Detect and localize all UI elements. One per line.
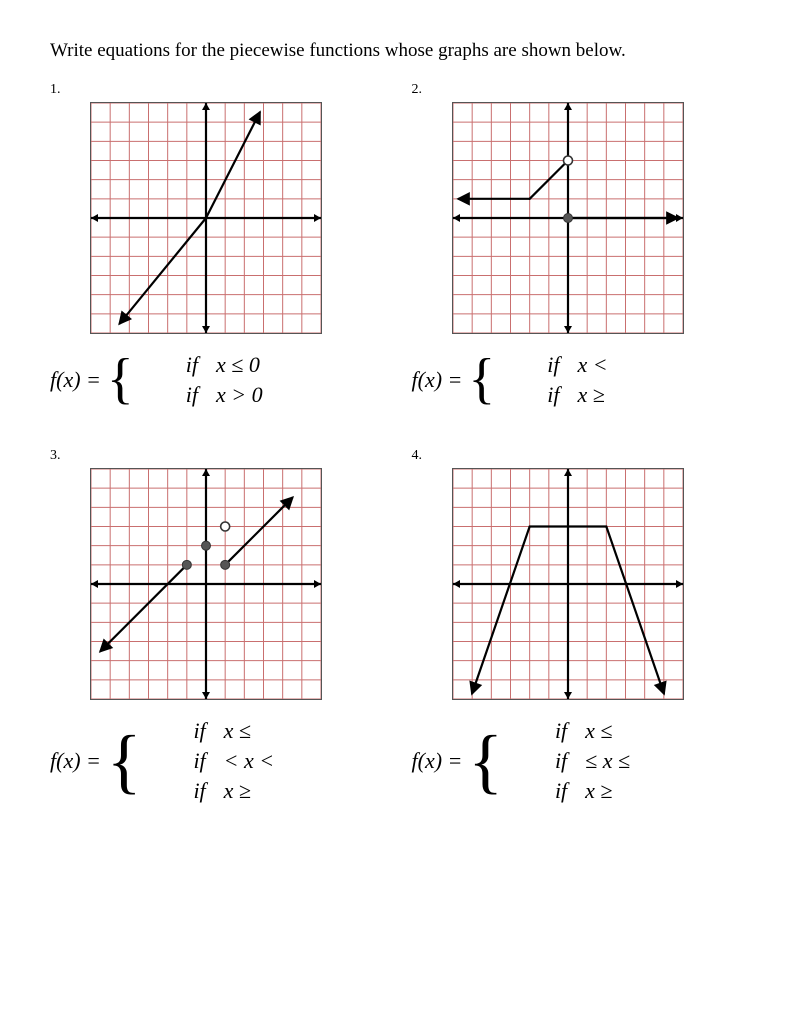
graph-wrap: [50, 102, 382, 334]
if-label: if: [547, 382, 559, 407]
condition-line: if x ≤: [555, 718, 630, 744]
problem-1: 1. f(x) = { if x ≤ 0 if x > 0: [50, 82, 382, 408]
if-label: if: [193, 778, 205, 803]
condition-line: if ≤ x ≤: [555, 748, 630, 774]
conditions: if x < if x ≥: [547, 352, 607, 408]
condition-expr: x ≤: [585, 718, 612, 743]
condition-line: if x > 0: [186, 382, 263, 408]
fx-label: f(x) =: [412, 367, 463, 393]
if-label: if: [186, 352, 198, 377]
condition-line: if < x <: [193, 748, 274, 774]
condition-expr: x ≤ 0: [216, 352, 260, 377]
if-label: if: [555, 748, 567, 773]
fx-label: f(x) =: [412, 748, 463, 774]
problem-row: 3. f(x) = { if x ≤ if < x < if x ≥ 4. f(x) = …: [50, 448, 743, 804]
graph-wrap: [412, 468, 744, 700]
problems-container: 1. f(x) = { if x ≤ 0 if x > 0 2. f(x) = { i…: [50, 82, 743, 804]
condition-expr: ≤ x ≤: [585, 748, 630, 773]
problem-number: 4.: [412, 448, 744, 464]
if-label: if: [547, 352, 559, 377]
brace: {: [107, 360, 134, 399]
coordinate-graph: [452, 468, 684, 700]
condition-expr: x ≥: [224, 778, 251, 803]
coordinate-graph: [90, 102, 322, 334]
if-label: if: [555, 778, 567, 803]
condition-line: if x ≥: [193, 778, 274, 804]
condition-expr: < x <: [224, 748, 274, 773]
if-label: if: [193, 748, 205, 773]
brace: {: [468, 736, 503, 786]
conditions: if x ≤ if ≤ x ≤ if x ≥: [555, 718, 630, 804]
conditions: if x ≤ if < x < if x ≥: [193, 718, 274, 804]
condition-expr: x ≤: [224, 718, 251, 743]
graph-wrap: [412, 102, 744, 334]
condition-expr: x > 0: [216, 382, 263, 407]
problem-number: 3.: [50, 448, 382, 464]
condition-line: if x ≥: [555, 778, 630, 804]
problem-2: 2. f(x) = { if x < if x ≥: [412, 82, 744, 408]
problem-number: 1.: [50, 82, 382, 98]
condition-line: if x ≤ 0: [186, 352, 263, 378]
coordinate-graph: [90, 468, 322, 700]
conditions: if x ≤ 0 if x > 0: [186, 352, 263, 408]
problem-3: 3. f(x) = { if x ≤ if < x < if x ≥: [50, 448, 382, 804]
condition-expr: x <: [578, 352, 608, 377]
brace: {: [107, 736, 142, 786]
problem-number: 2.: [412, 82, 744, 98]
if-label: if: [186, 382, 198, 407]
instruction-text: Write equations for the piecewise functi…: [50, 40, 743, 62]
condition-line: if x ≤: [193, 718, 274, 744]
brace: {: [468, 360, 495, 399]
piecewise-equation: f(x) = { if x ≤ if ≤ x ≤ if x ≥: [412, 718, 744, 804]
graph-wrap: [50, 468, 382, 700]
condition-expr: x ≥: [578, 382, 605, 407]
fx-label: f(x) =: [50, 748, 101, 774]
if-label: if: [193, 718, 205, 743]
problem-4: 4. f(x) = { if x ≤ if ≤ x ≤ if x ≥: [412, 448, 744, 804]
fx-label: f(x) =: [50, 367, 101, 393]
condition-expr: x ≥: [585, 778, 612, 803]
if-label: if: [555, 718, 567, 743]
condition-line: if x ≥: [547, 382, 607, 408]
problem-row: 1. f(x) = { if x ≤ 0 if x > 0 2. f(x) = { i…: [50, 82, 743, 408]
piecewise-equation: f(x) = { if x ≤ if < x < if x ≥: [50, 718, 382, 804]
condition-line: if x <: [547, 352, 607, 378]
piecewise-equation: f(x) = { if x < if x ≥: [412, 352, 744, 408]
coordinate-graph: [452, 102, 684, 334]
piecewise-equation: f(x) = { if x ≤ 0 if x > 0: [50, 352, 382, 408]
